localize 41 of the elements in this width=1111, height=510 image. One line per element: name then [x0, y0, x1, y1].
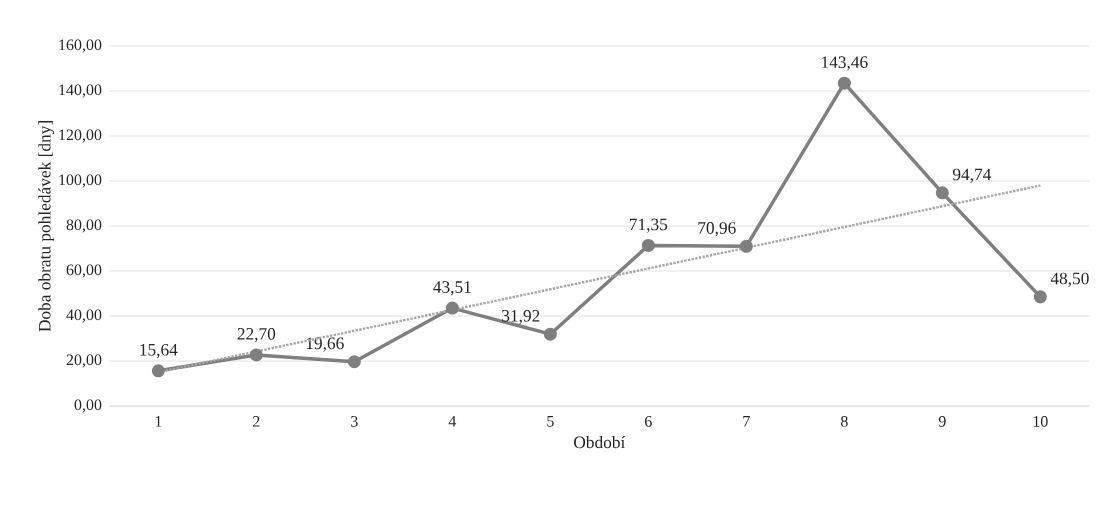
point [151, 364, 165, 378]
x-tick-label: 9 [938, 416, 946, 427]
point [739, 239, 753, 253]
data-label: 22,70 [237, 328, 276, 343]
y-tick-label: 40,00 [66, 309, 102, 323]
data-label: 94,74 [952, 168, 992, 183]
data-label: 71,35 [629, 218, 668, 233]
data-label: 43,51 [433, 281, 471, 296]
point [347, 355, 361, 369]
y-tick-label: 140,00 [59, 84, 102, 98]
point [543, 327, 557, 341]
x-tick-label: 2 [253, 416, 260, 427]
data-label: 70,96 [698, 222, 736, 237]
x-tick-label: 8 [840, 416, 848, 427]
point [1033, 290, 1047, 304]
data-label: 143,46 [822, 56, 868, 71]
x-axis-title: Období [574, 435, 626, 449]
x-tick-label: 4 [448, 416, 457, 427]
y-axis-title: Doba obratu pohledávek [dny] [38, 121, 55, 332]
y-tick-label: 20,00 [66, 354, 102, 368]
y-tick-label: 100,00 [59, 174, 102, 188]
y-tick-label: 60,00 [66, 264, 102, 278]
y-tick-label: 0,00 [74, 399, 102, 413]
x-tick-label: 7 [743, 416, 750, 427]
point [837, 76, 851, 90]
y-tick-label: 120,00 [59, 129, 102, 143]
x-tick-label: 6 [645, 416, 652, 427]
data-label: 31,92 [502, 309, 540, 325]
x-tick-label: 5 [547, 416, 554, 427]
data-label: 48,50 [1050, 272, 1089, 287]
x-tick-label: 10 [1033, 416, 1048, 427]
data-label: 15,64 [140, 343, 178, 359]
y-tick-label: 160,00 [59, 39, 102, 53]
y-tick-label: 80,00 [66, 219, 102, 233]
point [249, 348, 263, 362]
point [445, 301, 459, 315]
data-label: 19,66 [306, 337, 344, 352]
x-tick-label: 1 [155, 416, 162, 427]
x-tick-label: 3 [351, 416, 358, 427]
point [641, 238, 655, 252]
point [935, 186, 949, 200]
